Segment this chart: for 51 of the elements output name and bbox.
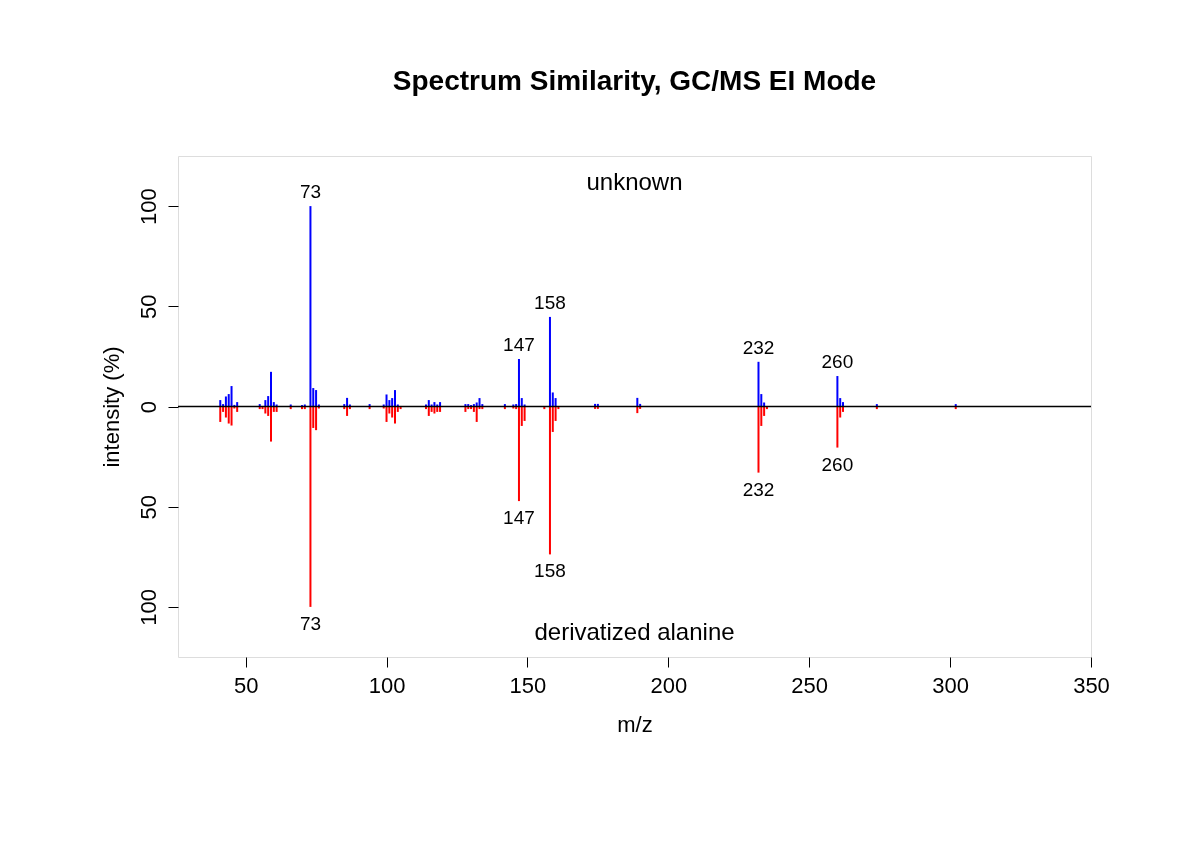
x-tick-label: 350 [1073, 672, 1110, 698]
bar [836, 376, 839, 407]
annotation: 158 [534, 560, 566, 582]
bar [393, 406, 396, 424]
x-tick-label: 100 [368, 672, 406, 698]
bar [315, 390, 318, 407]
annotation: 232 [742, 478, 775, 500]
bar [548, 316, 551, 407]
bar [475, 406, 478, 422]
bar [517, 359, 520, 407]
bar [269, 406, 272, 442]
y-tick-label: 100 [135, 589, 161, 626]
annotation: 158 [534, 291, 566, 313]
y-tick-label: 50 [135, 494, 161, 520]
x-axis-title: m/z [617, 711, 653, 737]
annotation: 147 [503, 334, 535, 356]
bar [385, 394, 388, 407]
bar [309, 206, 312, 407]
chart-title: Spectrum Similarity, GC/MS EI Mode [392, 65, 877, 96]
x-tick-label: 150 [509, 672, 547, 698]
bar [309, 406, 312, 607]
bar [836, 406, 839, 448]
annotation: 73 [299, 612, 322, 634]
bar [517, 406, 520, 502]
annotation: 73 [299, 181, 322, 203]
x-tick-label: 300 [932, 672, 969, 698]
x-tick-label: 50 [233, 672, 259, 698]
annotation: 232 [742, 336, 775, 358]
bar [757, 361, 760, 407]
bar [219, 406, 222, 422]
bar [385, 406, 388, 422]
bar [315, 406, 318, 431]
annotation: 260 [821, 453, 854, 475]
y-tick-label: 0 [135, 400, 161, 414]
y-axis-title: intensity (%) [98, 346, 124, 468]
annotation: derivatized alanine [534, 618, 735, 645]
bar [230, 386, 233, 407]
bar [269, 371, 272, 407]
bar [548, 406, 551, 555]
y-tick-label: 50 [135, 294, 161, 320]
annotation: unknown [586, 168, 683, 195]
bar [224, 396, 227, 407]
annotation: 260 [821, 351, 854, 373]
annotation: 147 [503, 507, 535, 529]
x-tick-label: 200 [650, 672, 688, 698]
bar [230, 406, 233, 426]
bar [227, 406, 230, 424]
y-tick-label: 100 [135, 188, 161, 225]
bar [757, 406, 760, 473]
bar [393, 390, 396, 407]
x-tick-label: 250 [791, 672, 829, 698]
